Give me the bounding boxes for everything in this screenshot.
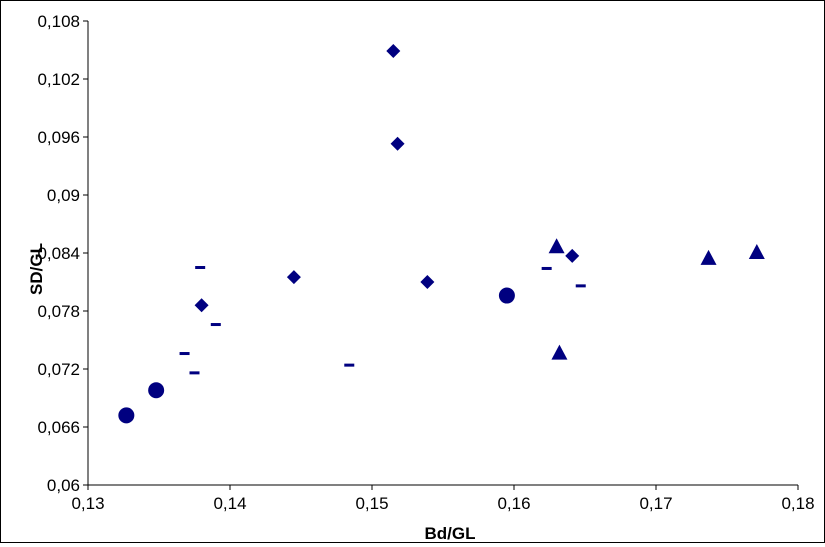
x-tick-label: 0,13 [71, 494, 104, 513]
dash-point [210, 323, 221, 327]
y-tick-label: 0,108 [37, 12, 80, 31]
diamond-point [420, 275, 435, 289]
dash-point [575, 284, 586, 288]
y-tick-label: 0,06 [47, 476, 80, 495]
diamond-point [286, 270, 301, 285]
axes [87, 21, 798, 486]
x-tick-label: 0,14 [213, 494, 246, 513]
diamond-point [386, 43, 401, 58]
diamond-point [565, 248, 580, 263]
data-points [118, 43, 765, 424]
diamond-point [194, 298, 209, 313]
x-tick-label: 0,18 [781, 494, 814, 513]
dash-point [195, 266, 206, 269]
y-tick-label: 0,096 [37, 128, 80, 147]
x-tick-label: 0,15 [355, 494, 388, 513]
circle-point [118, 407, 135, 424]
dash-point [541, 266, 552, 270]
diamond-point [390, 136, 405, 151]
circle-point [148, 382, 165, 399]
triangle-point [551, 344, 568, 360]
x-tick-label: 0,16 [497, 494, 530, 513]
y-tick-label: 0,09 [47, 186, 80, 205]
triangle-point [748, 244, 765, 260]
dash-point [179, 352, 190, 356]
y-axis-title: SD/GL [27, 243, 46, 295]
y-tick-label: 0,066 [37, 418, 80, 437]
x-tick-label: 0,17 [639, 494, 672, 513]
circle-point [498, 287, 515, 304]
dash-point [189, 371, 200, 375]
y-tick-label: 0,078 [37, 302, 80, 321]
triangle-point [700, 249, 717, 265]
triangle-point [548, 238, 565, 254]
y-tick-label: 0,072 [37, 360, 80, 379]
dash-point [344, 363, 355, 367]
ticks: 0,06 0,066 0,072 0,078 0,084 0,09 0,096 0,102 0,… [37, 12, 814, 513]
y-tick-label: 0,084 [37, 244, 80, 263]
y-tick-label: 0,102 [37, 70, 80, 89]
x-axis-title: Bd/GL [425, 524, 476, 542]
